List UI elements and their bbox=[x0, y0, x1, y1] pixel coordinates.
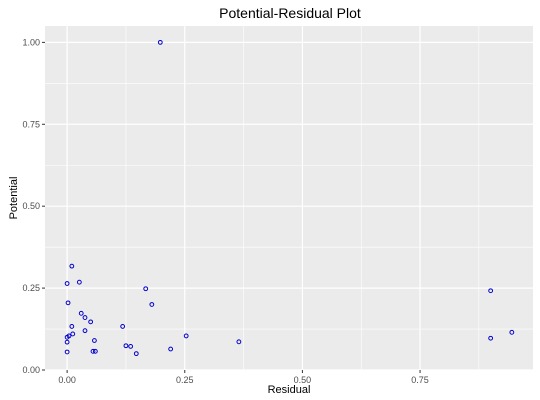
x-tick-label: 0.25 bbox=[176, 375, 194, 385]
data-point bbox=[236, 339, 242, 345]
data-point bbox=[64, 281, 70, 286]
plot-panel bbox=[45, 26, 533, 370]
y-tick-label: 0.50 bbox=[22, 201, 40, 211]
data-point bbox=[65, 300, 71, 306]
data-point bbox=[70, 331, 76, 337]
axis-ticks: 0.00 0.25 0.50 0.75 0.00 0.25 0.50 0.75 1.00 bbox=[22, 37, 428, 385]
data-point bbox=[92, 348, 98, 354]
data-point bbox=[66, 333, 72, 339]
data-point bbox=[82, 328, 88, 334]
x-tick-label: 0.75 bbox=[411, 375, 429, 385]
x-tick-label: 0.50 bbox=[294, 375, 312, 385]
data-point bbox=[82, 315, 88, 320]
chart-title: Potential-Residual Plot bbox=[219, 5, 361, 21]
y-tick-label: 0.75 bbox=[22, 119, 40, 129]
data-point bbox=[90, 348, 96, 354]
data-point bbox=[92, 338, 97, 343]
minor-gridlines bbox=[45, 26, 533, 370]
data-point bbox=[149, 302, 155, 307]
data-point bbox=[123, 343, 129, 349]
data-point bbox=[488, 335, 494, 341]
x-axis-title: Residual bbox=[268, 384, 311, 396]
y-tick-label: 0.00 bbox=[22, 365, 40, 375]
data-points bbox=[64, 39, 515, 357]
data-point bbox=[69, 324, 75, 329]
y-tick-label: 0.25 bbox=[22, 283, 40, 293]
data-point bbox=[88, 319, 94, 325]
data-point bbox=[64, 339, 70, 345]
data-point bbox=[78, 310, 84, 316]
y-tick-label: 1.00 bbox=[22, 37, 40, 47]
data-point bbox=[64, 349, 70, 355]
y-axis-title: Potential bbox=[8, 177, 20, 220]
data-point bbox=[133, 351, 139, 357]
data-point bbox=[76, 279, 82, 285]
data-point bbox=[69, 263, 75, 269]
data-point bbox=[488, 288, 494, 294]
data-point bbox=[128, 344, 134, 349]
data-point bbox=[120, 324, 126, 329]
data-point bbox=[183, 333, 189, 339]
data-point bbox=[509, 329, 515, 335]
data-point bbox=[143, 286, 149, 292]
data-point bbox=[168, 346, 174, 352]
data-point bbox=[157, 39, 163, 45]
x-tick-label: 0.00 bbox=[58, 375, 76, 385]
major-gridlines bbox=[45, 26, 533, 371]
